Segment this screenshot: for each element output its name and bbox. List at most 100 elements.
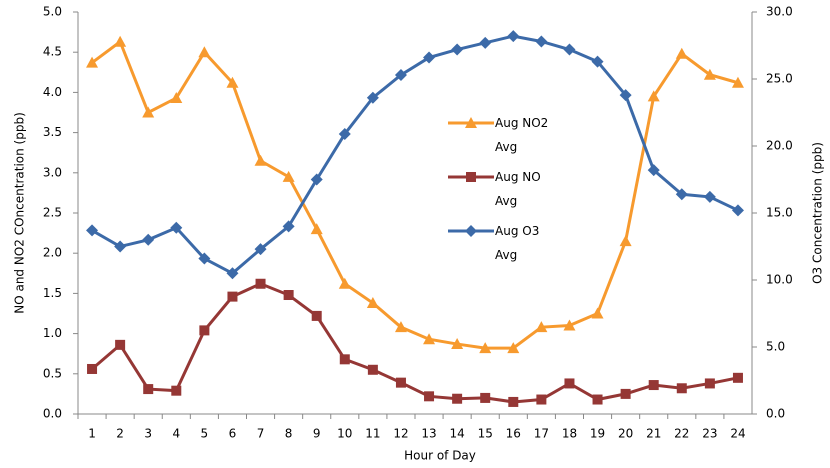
x-tick-label: 17 (534, 427, 549, 441)
data-point (394, 321, 407, 333)
data-point (310, 173, 323, 186)
x-tick-label: 24 (730, 427, 745, 441)
x-tick-label: 15 (478, 427, 493, 441)
y-tick-label: 0.5 (43, 366, 62, 380)
y-tick-label: 1.5 (43, 286, 62, 300)
y-tick-label: 4.0 (43, 85, 62, 99)
x-tick-label: 3 (144, 427, 152, 441)
data-point (535, 35, 548, 48)
y-tick-label: 2.5 (43, 206, 62, 220)
x-tick-label: 18 (562, 427, 577, 441)
data-point (142, 233, 155, 246)
data-point (507, 30, 520, 43)
data-point (648, 380, 659, 391)
data-point (619, 89, 632, 102)
data-point (619, 235, 632, 247)
y2-tick-label: 15.0 (766, 206, 793, 220)
data-point (143, 384, 154, 395)
data-point (86, 224, 99, 237)
data-point (338, 127, 351, 140)
data-point (676, 383, 687, 394)
x-tick-label: 14 (449, 427, 464, 441)
series-line (91, 34, 739, 276)
data-point (620, 388, 631, 399)
x-tick-label: 11 (365, 427, 380, 441)
data-point (591, 55, 604, 68)
data-point (563, 319, 576, 331)
legend-label: Aug O3 Avg (495, 224, 540, 262)
x-tick-label: 4 (172, 427, 180, 441)
data-point (423, 333, 436, 345)
data-point (423, 51, 436, 64)
data-point (283, 290, 294, 301)
data-point (170, 221, 183, 234)
y-axis-label: NO and NO2 COncentration (ppb) (13, 112, 27, 314)
data-point (366, 91, 379, 104)
x-tick-label: 22 (674, 427, 689, 441)
legend-marker (466, 172, 476, 182)
data-point (703, 68, 716, 80)
x-tick-label: 7 (257, 427, 265, 441)
y2-axis-label: O3 Concentration (ppb) (811, 142, 825, 284)
data-point (451, 338, 464, 350)
x-tick-label: 6 (229, 427, 237, 441)
series-line (91, 282, 739, 404)
legend-label: Aug NO2 Avg (495, 116, 549, 154)
data-point (282, 170, 295, 182)
x-tick-label: 1 (88, 427, 96, 441)
series-line (91, 39, 739, 350)
y2-tick-label: 20.0 (766, 139, 793, 153)
y2-tick-label: 25.0 (766, 72, 793, 86)
data-point (564, 378, 575, 389)
x-tick-label: 13 (421, 427, 436, 441)
data-point (282, 220, 295, 233)
legend-swatch (448, 172, 494, 182)
x-tick-label: 21 (646, 427, 661, 441)
legend-marker (465, 225, 477, 237)
data-point (731, 76, 744, 88)
data-point (255, 278, 266, 289)
x-tick-label: 9 (313, 427, 321, 441)
legend-marker (465, 117, 477, 128)
data-point (424, 391, 435, 402)
data-point (226, 76, 239, 88)
x-tick-label: 8 (285, 427, 293, 441)
x-tick-label: 16 (506, 427, 521, 441)
y-tick-label: 4.5 (43, 45, 62, 59)
x-tick-label: 19 (590, 427, 605, 441)
y-tick-label: 3.0 (43, 165, 62, 179)
data-point (170, 92, 183, 104)
legend-swatch (448, 225, 494, 237)
data-point (592, 394, 603, 405)
data-point (115, 339, 126, 350)
data-point (171, 385, 182, 396)
data-point (732, 372, 743, 383)
x-tick-label: 12 (393, 427, 408, 441)
data-point (508, 396, 519, 407)
data-point (198, 46, 211, 58)
data-point (87, 363, 98, 374)
data-point (479, 342, 492, 354)
y-tick-label: 1.0 (43, 326, 62, 340)
data-point (226, 267, 239, 280)
data-point (731, 204, 744, 217)
data-point (114, 35, 127, 47)
x-tick-label: 5 (201, 427, 209, 441)
data-point (394, 68, 407, 81)
data-point (675, 188, 688, 201)
data-point (311, 310, 322, 321)
data-point (675, 47, 688, 59)
data-point (507, 342, 520, 354)
data-point (591, 307, 604, 319)
data-point (114, 240, 127, 253)
legend-label: Aug NO Avg (495, 170, 541, 208)
data-point (479, 36, 492, 49)
y-tick-label: 2.0 (43, 246, 62, 260)
y-tick-label: 3.5 (43, 125, 62, 139)
x-axis-label: Hour of Day (404, 449, 476, 463)
data-point (310, 223, 323, 235)
data-point (563, 43, 576, 56)
y2-tick-label: 0.0 (766, 407, 785, 421)
